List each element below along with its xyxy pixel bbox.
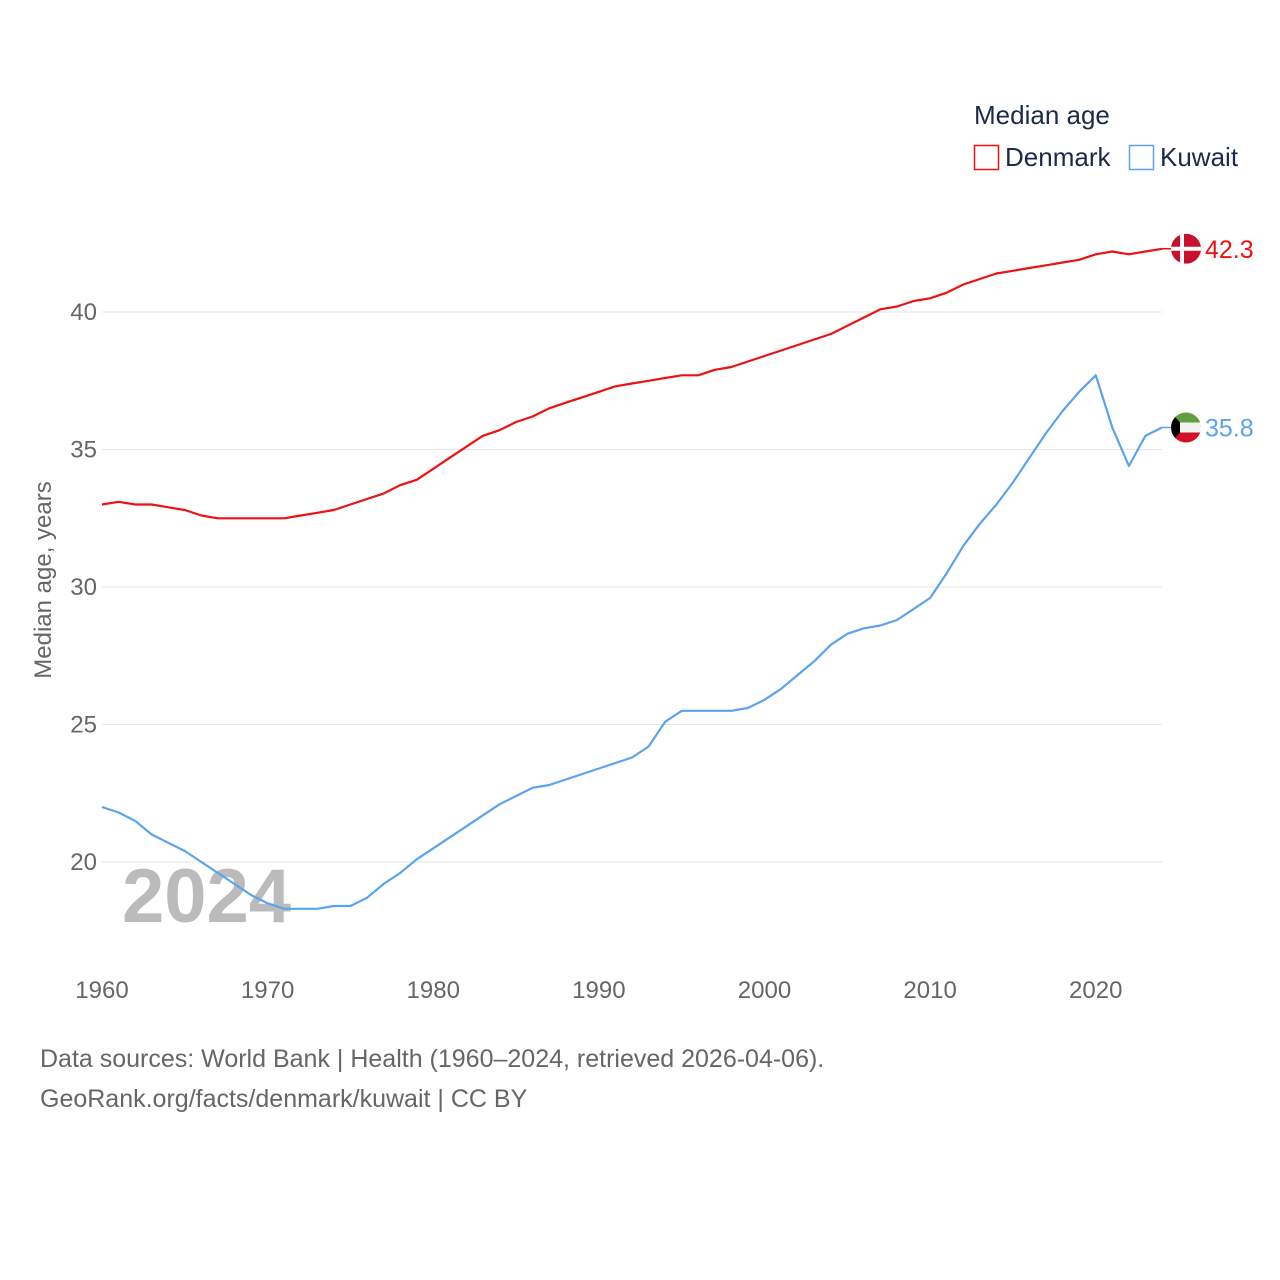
y-tick-label: 30 xyxy=(70,574,97,601)
end-value-label-denmark: 42.3 xyxy=(1205,236,1254,264)
legend-swatch-kuwait[interactable] xyxy=(1128,144,1155,171)
x-tick-label: 2020 xyxy=(1069,977,1122,1004)
legend-label-denmark[interactable]: Denmark xyxy=(1005,142,1111,172)
y-tick-label: 25 xyxy=(70,712,97,739)
x-tick-label: 1980 xyxy=(407,977,460,1004)
legend-title: Median age xyxy=(974,100,1110,130)
y-axis-ticks: 20 25 30 35 40 xyxy=(70,299,97,876)
y-tick-label: 40 xyxy=(70,299,97,326)
footer-attribution[interactable]: GeoRank.org/facts/denmark/kuwait | CC BY xyxy=(40,1085,528,1113)
legend: Median age Denmark Kuwait xyxy=(973,100,1239,172)
end-labels: 42.3 35.8 xyxy=(1162,233,1254,443)
x-axis-ticks: 1960 1970 1980 1990 2000 2010 2020 xyxy=(75,977,1122,1004)
year-watermark: 2024 xyxy=(122,854,291,939)
series-line-kuwait[interactable] xyxy=(101,374,1163,910)
end-value-label-kuwait: 35.8 xyxy=(1205,415,1254,443)
y-tick-label: 35 xyxy=(70,437,97,464)
legend-label-kuwait[interactable]: Kuwait xyxy=(1160,142,1239,172)
x-tick-label: 1970 xyxy=(241,977,294,1004)
x-tick-label: 1990 xyxy=(572,977,625,1004)
footer-sources: Data sources: World Bank | Health (1960–… xyxy=(40,1045,825,1073)
flag-denmark-icon xyxy=(1171,233,1201,264)
x-tick-label: 2010 xyxy=(903,977,956,1004)
x-tick-label: 1960 xyxy=(75,977,128,1004)
x-tick-label: 2000 xyxy=(738,977,791,1004)
flag-kuwait-icon xyxy=(1171,412,1201,443)
y-tick-label: 20 xyxy=(70,849,97,876)
y-axis-label: Median age, years xyxy=(30,481,57,678)
series-lines xyxy=(101,247,1163,910)
legend-swatch-denmark[interactable] xyxy=(973,144,1000,171)
series-line-denmark[interactable] xyxy=(101,247,1163,520)
grid xyxy=(102,311,1162,863)
